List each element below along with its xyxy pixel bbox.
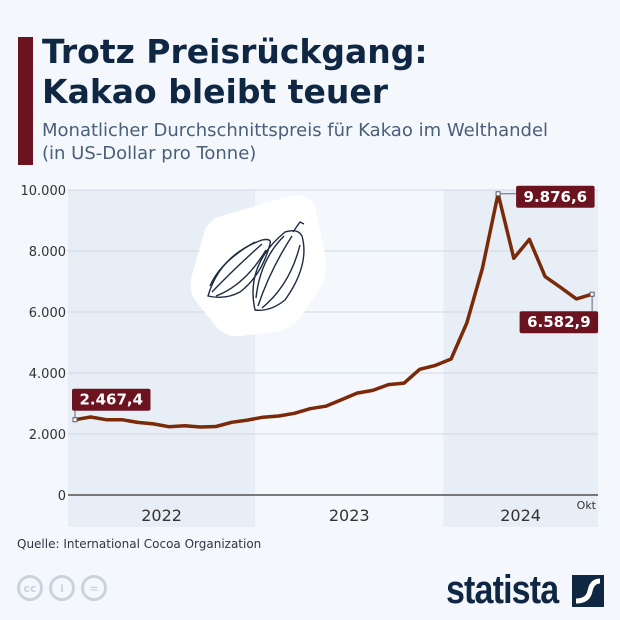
annotation-label: 6.582,9: [527, 313, 591, 331]
y-tick-label: 6.000: [29, 306, 66, 321]
y-tick-label: 10.000: [21, 184, 67, 199]
year-label: 2023: [329, 506, 370, 525]
annotation-label: 9.876,6: [524, 188, 588, 206]
annotation-label: 2.467,4: [79, 391, 143, 409]
annotation-box: [519, 311, 599, 334]
page-title: Trotz Preisrückgang: Kakao bleibt teuer: [42, 32, 428, 111]
subtitle: Monatlicher Durchschnittspreis für Kakao…: [42, 120, 549, 164]
annotation-point: [495, 191, 501, 197]
by-icon: i: [49, 575, 75, 601]
annotation-point: [589, 291, 595, 297]
y-tick-label: 8.000: [29, 245, 66, 260]
cc-icon: cc: [17, 575, 43, 601]
y-tick-label: 0: [58, 489, 66, 504]
cocoa-icon: [190, 195, 326, 337]
nd-icon: =: [81, 575, 107, 601]
end-month-label: Okt: [577, 499, 597, 512]
statista-mark-icon: [572, 574, 605, 607]
annotation-box: [516, 185, 595, 208]
source-note: Quelle: International Cocoa Organization: [17, 537, 262, 551]
y-tick-label: 2.000: [29, 428, 66, 443]
license-icons[interactable]: cc i =: [17, 575, 107, 601]
year-label: 2022: [141, 506, 182, 525]
price-line: [74, 192, 593, 429]
year-band: [443, 190, 598, 527]
annotation-point: [72, 417, 78, 423]
y-tick-label: 4.000: [29, 367, 66, 382]
annotation-box: [72, 388, 151, 411]
accent-bar: [18, 37, 33, 165]
year-label: 2024: [500, 506, 541, 525]
statista-logo[interactable]: statista: [446, 568, 605, 613]
